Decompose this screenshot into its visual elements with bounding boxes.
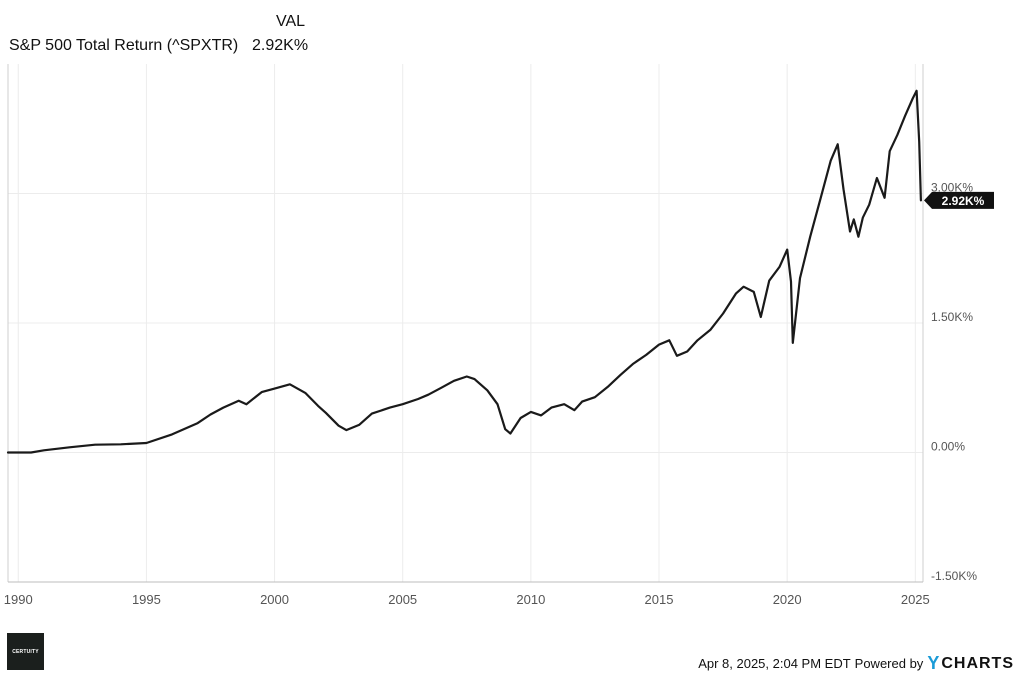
footer-timestamp: Apr 8, 2025, 2:04 PM EDT bbox=[698, 656, 851, 671]
chart-footer: Apr 8, 2025, 2:04 PM EDT Powered by Y CH… bbox=[698, 653, 1014, 674]
footer-powered-by: Powered by bbox=[854, 656, 924, 671]
y-tick-label-3: -1.50K% bbox=[931, 569, 977, 583]
y-tick-label-2: 0.00% bbox=[931, 440, 965, 454]
last-value-marker: 2.92K% bbox=[924, 191, 994, 209]
x-tick-label-2000: 2000 bbox=[260, 592, 289, 607]
x-tick-label-1995: 1995 bbox=[132, 592, 161, 607]
x-tick-label-1990: 1990 bbox=[4, 592, 33, 607]
chart-series bbox=[6, 89, 923, 454]
last-value-flag bbox=[924, 191, 994, 209]
ycharts-wordmark: CHARTS bbox=[941, 654, 1014, 672]
chart-axes bbox=[7, 64, 924, 583]
x-tick-label-2010: 2010 bbox=[516, 592, 545, 607]
x-tick-label-2025: 2025 bbox=[901, 592, 930, 607]
certuity-logo: CERTUITY bbox=[7, 633, 44, 670]
legend-series-value: 2.92K% bbox=[252, 37, 309, 54]
ycharts-y-icon: Y bbox=[927, 653, 941, 673]
chart-grid bbox=[8, 64, 923, 583]
x-tick-label-2015: 2015 bbox=[645, 592, 674, 607]
chart-tick-labels: 1990 1995 2000 2005 2010 2015 2020 2025 3.00K% 1.… bbox=[4, 181, 978, 608]
legend-series-name: S&P 500 Total Return (^SPXTR) bbox=[9, 37, 239, 54]
y-tick-label-0: 3.00K% bbox=[931, 181, 973, 195]
legend-column-header: VAL bbox=[276, 13, 306, 30]
x-tick-label-2005: 2005 bbox=[388, 592, 417, 607]
series-line-spxtr bbox=[6, 89, 923, 454]
ycharts-logo[interactable]: Y CHARTS bbox=[927, 653, 1014, 674]
last-value-label: 2.92K% bbox=[942, 194, 985, 208]
x-tick-label-2020: 2020 bbox=[773, 592, 802, 607]
y-tick-label-1: 1.50K% bbox=[931, 310, 973, 324]
